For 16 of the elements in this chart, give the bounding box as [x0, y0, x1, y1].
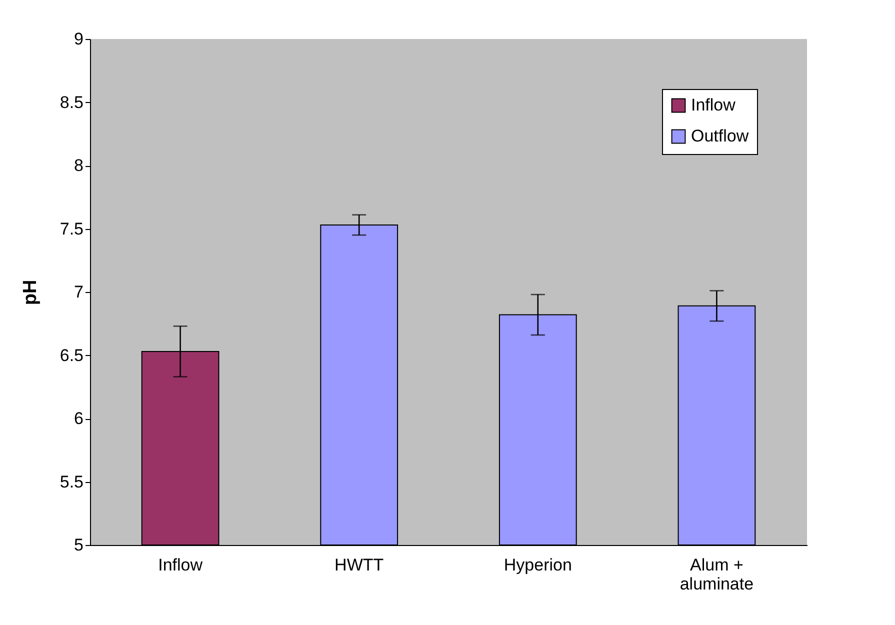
y-tick-label: 6 — [74, 409, 84, 428]
y-axis-title: pH — [20, 280, 41, 306]
x-tick-label: Inflow — [158, 556, 204, 574]
y-tick-label: 5 — [74, 536, 84, 554]
x-tick-label: Hyperion — [504, 556, 572, 574]
legend-label: Inflow — [691, 96, 736, 114]
x-tick-label: HWTT — [334, 556, 384, 574]
y-tick-label: 7.5 — [60, 219, 84, 238]
y-tick-label: 8 — [74, 156, 84, 175]
y-tick-label: 7 — [74, 282, 84, 302]
y-tick-label: 9 — [74, 30, 84, 48]
legend-label: Outflow — [691, 126, 750, 146]
y-tick-label: 6.5 — [60, 346, 84, 365]
y-tick-label: 8.5 — [60, 92, 84, 112]
y-tick-label: 5.5 — [60, 472, 84, 492]
x-tick-label: Alum + aluminate — [680, 556, 754, 594]
